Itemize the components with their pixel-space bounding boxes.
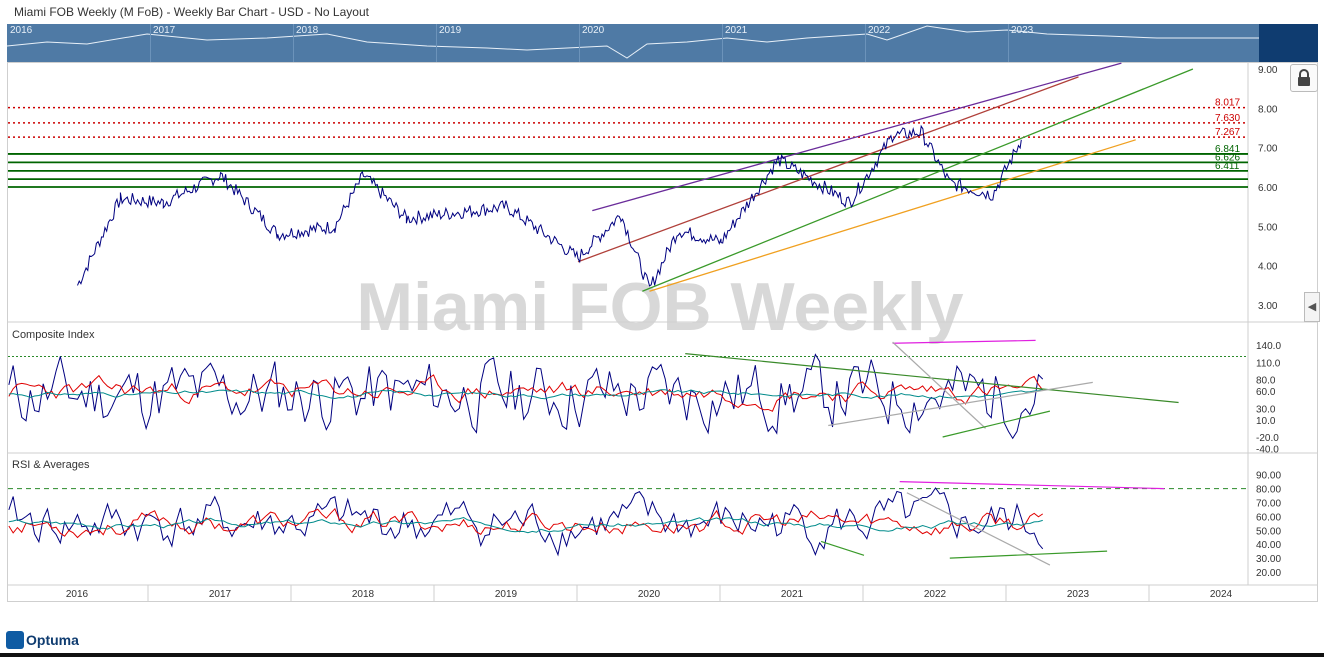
lock-button[interactable] [1290,64,1318,92]
lock-icon [1298,69,1310,86]
trend-line-orange [649,139,1136,292]
level-label: 6.841 [1215,144,1240,155]
composite-fast-average-line [8,374,1044,412]
price-tick-label: 4.00 [1258,262,1278,273]
rsi-line [8,487,1044,557]
collapse-arrow-icon[interactable]: ◀ [1304,292,1320,322]
rsi-trend-gray [906,492,1051,566]
price-series-line [77,124,1022,287]
rsi-tick-label: 80.00 [1256,485,1281,496]
nav-year: 2022 [868,25,891,36]
rsi-tick-label: 20.00 [1256,568,1281,579]
composite-tick-label: -40.0 [1256,445,1279,456]
rsi-tick-label: 30.00 [1256,554,1281,565]
rsi-tick-label: 90.00 [1256,471,1281,482]
rsi-tick-label: 70.00 [1256,499,1281,510]
composite-tick-label: 80.0 [1256,376,1276,387]
composite-tick-label: 30.0 [1256,404,1276,415]
price-tick-label: 8.00 [1258,104,1278,115]
footer-bar [0,653,1324,657]
nav-year: 2018 [296,25,319,36]
level-label: 7.267 [1215,127,1240,138]
rsi-tick-label: 40.00 [1256,540,1281,551]
composite-tick-label: 110.0 [1256,358,1281,369]
optuma-logo: Optuma [6,630,79,650]
rsi-title: RSI & Averages [12,459,90,471]
x-axis-year-label: 2024 [1210,589,1233,600]
rsi-tick-label: 50.00 [1256,526,1281,537]
nav-tick [150,24,151,62]
price-tick-label: 5.00 [1258,222,1278,233]
x-axis-year-label: 2018 [352,589,375,600]
x-axis-year-label: 2016 [66,589,89,600]
rsi-slow-average-line [8,516,1043,534]
optuma-logo-text: Optuma [26,632,79,648]
date-navigator[interactable]: 2016 2017 2018 2019 2020 2021 2022 2023 [7,24,1259,62]
x-axis-year-label: 2021 [781,589,804,600]
chart-frame [7,62,1318,602]
navigator-end-cap [1259,24,1318,62]
nav-tick [865,24,866,62]
trend-line-brown [577,76,1079,263]
level-label: 8.017 [1215,98,1240,109]
composite-tick-label: 60.0 [1256,387,1276,398]
composite-trend-magenta [892,339,1036,344]
level-label: 7.630 [1215,113,1240,124]
nav-tick [436,24,437,62]
rsi-trend-green [949,550,1108,559]
x-axis-year-label: 2023 [1067,589,1090,600]
trend-line-green [642,68,1194,292]
nav-year: 2020 [582,25,605,36]
rsi-fast-average-line [8,507,1044,539]
price-tick-label: 9.00 [1258,65,1278,76]
composite-index-line [8,353,1044,440]
composite-trend-green-low [942,410,1051,438]
optuma-logo-icon [6,631,24,649]
price-tick-label: 3.00 [1258,301,1278,312]
composite-slow-average-line [8,388,1043,400]
window-title: Miami FOB Weekly (M FoB) - Weekly Bar Ch… [14,5,369,19]
level-label: 6.411 [1215,161,1240,172]
price-tick-label: 6.00 [1258,183,1278,194]
nav-tick [293,24,294,62]
composite-trend-gray [892,341,986,429]
nav-year: 2016 [10,25,33,36]
level-label: 6.626 [1215,152,1240,163]
composite-trend-gray [828,381,1093,427]
rsi-trend-magenta [899,481,1165,490]
x-axis-year-label: 2019 [495,589,518,600]
rsi-tick-label: 60.00 [1256,512,1281,523]
nav-tick [579,24,580,62]
composite-tick-label: 10.0 [1256,416,1276,427]
x-axis-year-label: 2017 [209,589,232,600]
price-tick-label: 7.00 [1258,144,1278,155]
x-axis-year-label: 2020 [638,589,661,600]
composite-index-title: Composite Index [12,329,95,341]
trend-line-purple [592,62,1122,212]
rsi-trend-green-short [820,540,865,556]
nav-year: 2023 [1011,25,1034,36]
nav-tick [722,24,723,62]
composite-tick-label: 140.0 [1256,341,1281,352]
x-axis-year-label: 2022 [924,589,947,600]
watermark-text: Miami FOB Weekly [356,269,963,345]
nav-tick [1008,24,1009,62]
nav-year: 2019 [439,25,462,36]
navigator-line [7,25,1259,59]
composite-tick-label: -20.0 [1256,433,1279,444]
nav-year: 2017 [153,25,176,36]
nav-year: 2021 [725,25,748,36]
